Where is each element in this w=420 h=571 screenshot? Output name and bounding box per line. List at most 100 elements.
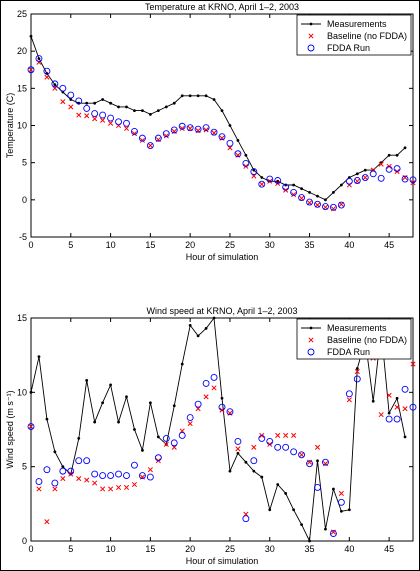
data-point — [28, 67, 34, 73]
data-point — [252, 469, 256, 473]
series-baseline-no-fdda — [28, 59, 416, 212]
data-point — [194, 400, 202, 408]
legend-label: Baseline (no FDDA) — [327, 31, 407, 41]
x-tick-label: 30 — [265, 240, 275, 250]
data-point — [59, 84, 67, 92]
data-point — [354, 178, 360, 184]
data-point — [100, 486, 106, 492]
data-point — [108, 486, 114, 492]
data-point — [133, 428, 136, 431]
data-point — [329, 530, 337, 538]
chart-panel-2: Wind speed at KRNO, April 1–2, 2003 0 5 10 1… — [5, 306, 417, 566]
x-tick-label: 10 — [106, 544, 116, 554]
data-point — [180, 94, 184, 98]
data-point — [324, 198, 327, 202]
data-point — [27, 423, 35, 430]
x-tick-label: 5 — [68, 240, 73, 250]
data-point — [266, 437, 274, 445]
data-point — [299, 195, 305, 201]
data-point — [99, 111, 107, 119]
x-tick-label: 15 — [145, 544, 155, 554]
data-point — [378, 161, 384, 167]
data-point — [93, 420, 97, 424]
data-point — [27, 66, 35, 74]
data-point — [401, 385, 409, 393]
data-point — [316, 194, 319, 198]
data-point — [306, 460, 313, 468]
data-point — [371, 399, 375, 403]
x-tick-label: 15 — [145, 240, 155, 250]
data-point — [172, 404, 176, 408]
data-point — [101, 98, 105, 101]
data-point — [36, 486, 42, 492]
data-point — [337, 201, 345, 209]
data-point — [202, 124, 210, 132]
data-point — [43, 67, 51, 75]
x-tick-label: 20 — [185, 240, 195, 250]
x-tick-label: 10 — [106, 240, 116, 250]
data-point — [147, 467, 153, 473]
data-point — [29, 390, 33, 394]
y-axis-label: Temperature (C) — [5, 93, 15, 159]
x-tick-label: 35 — [305, 544, 315, 554]
data-point — [53, 450, 57, 454]
data-point — [123, 125, 130, 132]
data-point — [109, 101, 112, 105]
data-point — [242, 515, 250, 523]
data-point — [339, 183, 343, 187]
data-point — [274, 443, 282, 451]
data-point — [115, 470, 122, 478]
legend: Measurements Baseline (no FDDA) FDDA Run — [296, 14, 412, 56]
data-point — [117, 105, 120, 109]
data-point — [212, 98, 216, 101]
data-point — [393, 165, 401, 173]
y-axis-label: Wind speed (m s⁻¹) — [5, 390, 15, 468]
data-point — [115, 118, 122, 126]
data-point — [395, 153, 399, 157]
data-point — [91, 470, 99, 478]
data-point — [266, 175, 274, 183]
data-point — [211, 385, 217, 391]
data-point — [164, 105, 168, 109]
data-point — [353, 177, 361, 184]
data-point — [354, 368, 360, 375]
data-point — [299, 452, 305, 458]
data-point — [308, 539, 311, 543]
data-point — [212, 316, 216, 320]
data-point — [252, 168, 256, 172]
data-point — [329, 203, 337, 211]
data-point — [314, 484, 321, 491]
y-tick-label: 15 — [17, 83, 27, 93]
data-point — [244, 460, 248, 464]
y-tick-label: 20 — [17, 46, 27, 56]
data-point — [125, 395, 128, 399]
series-measurements — [29, 34, 407, 202]
data-point — [84, 477, 90, 483]
chart-panel-1: Temperature at KRNO, April 1–2, 2003 0 5 10… — [5, 2, 417, 262]
data-point — [284, 492, 288, 495]
data-point — [123, 484, 130, 491]
data-point — [170, 439, 178, 447]
x-tick-label: 40 — [344, 240, 354, 250]
data-point — [322, 203, 329, 210]
data-point — [314, 200, 321, 208]
data-point — [76, 112, 82, 118]
data-point — [218, 403, 226, 411]
data-point — [345, 177, 353, 185]
data-point — [395, 396, 399, 400]
data-point — [180, 362, 184, 366]
x-tick-label: 0 — [28, 240, 33, 250]
data-point — [260, 176, 264, 179]
data-point — [170, 126, 178, 134]
data-point — [361, 174, 369, 181]
data-point — [259, 181, 265, 187]
data-point — [292, 508, 296, 512]
data-point — [322, 458, 329, 466]
data-point — [268, 508, 272, 512]
data-point — [85, 379, 89, 382]
data-point — [218, 133, 226, 141]
data-point — [258, 180, 266, 188]
series-line — [30, 36, 406, 201]
series-fdda-run — [27, 55, 417, 211]
data-point — [148, 112, 152, 116]
